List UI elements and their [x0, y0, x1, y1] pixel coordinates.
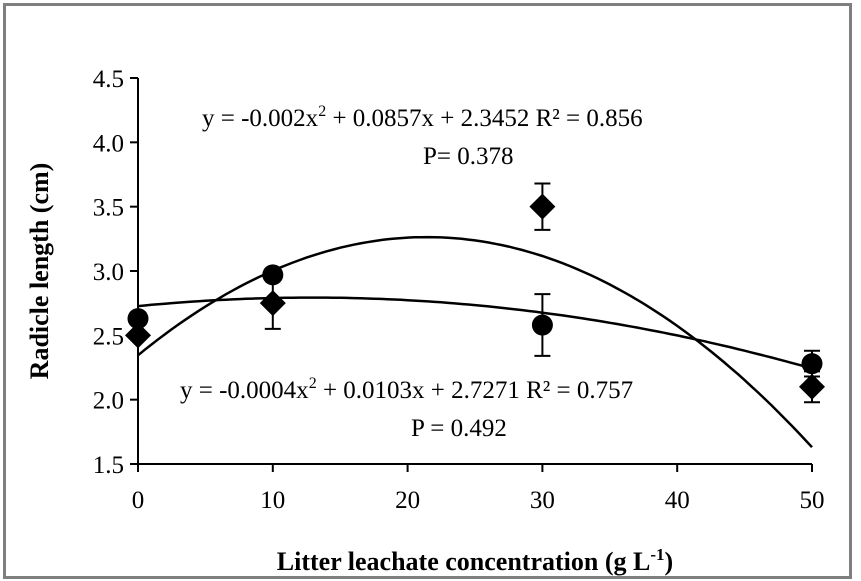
y-tick-label: 4.5	[93, 66, 124, 93]
circle-point	[262, 264, 284, 286]
x-axis-title: Litter leachate concentration (g L-1)	[277, 545, 673, 576]
x-ticks: 0 10 20 30 40 50	[132, 464, 825, 514]
chart-frame	[3, 3, 852, 579]
y-tick-label: 2.5	[93, 323, 124, 350]
equation-2-line-2: P = 0.492	[411, 415, 507, 442]
y-tick-label: 3.5	[93, 195, 124, 222]
y-tick-label: 3.0	[93, 259, 124, 286]
circle-point	[127, 308, 149, 330]
equation-2-line-1: y = -0.0004x2 + 0.0103x + 2.7271 R² = 0.…	[180, 375, 633, 404]
y-axis-title: Radicle length (cm)	[25, 163, 54, 380]
equation-1-line-1: y = -0.002x2 + 0.0857x + 2.3452 R² = 0.8…	[202, 103, 643, 132]
x-tick-label: 0	[132, 487, 145, 514]
x-tick-label: 30	[530, 487, 555, 514]
diamond-point	[125, 322, 151, 349]
x-tick-label: 40	[665, 487, 690, 514]
circle-point	[531, 314, 553, 336]
x-tick-label: 20	[395, 487, 420, 514]
equation-1-line-2: P= 0.378	[423, 143, 514, 170]
y-tick-label: 2.0	[93, 388, 124, 415]
x-tick-label: 10	[260, 487, 285, 514]
trend-line-1	[137, 235, 813, 449]
trend-line-2	[137, 296, 813, 370]
x-tick-label: 50	[800, 487, 825, 514]
y-tick-label: 4.0	[93, 130, 124, 157]
diamond-point	[799, 373, 825, 400]
trend-lines	[137, 235, 813, 449]
diamond-point	[529, 193, 556, 220]
diamond-point	[259, 290, 286, 317]
circle-point	[801, 353, 823, 375]
y-tick-label: 1.5	[93, 452, 124, 479]
y-ticks: 1.5 2.0 2.5 3.0 3.5 4.0 4.5	[93, 66, 138, 479]
data-points	[125, 193, 825, 400]
